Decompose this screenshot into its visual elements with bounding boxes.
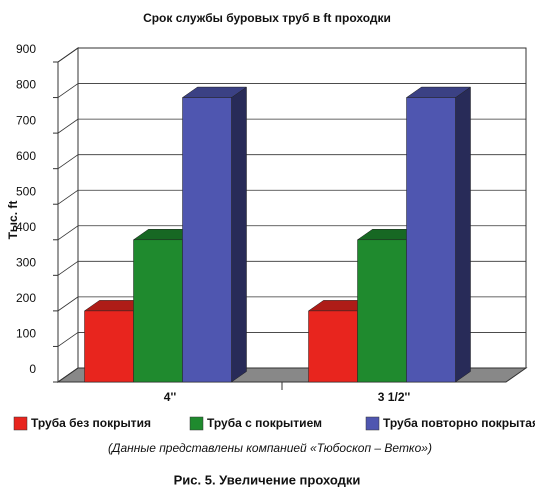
y-tick-label: 600 bbox=[16, 149, 36, 163]
grid-line-side bbox=[57, 332, 79, 347]
grid-line-side bbox=[57, 154, 79, 169]
grid-line-side bbox=[57, 47, 79, 63]
bar bbox=[357, 239, 407, 383]
y-tick-label: 0 bbox=[29, 362, 36, 376]
chart-title: Срок службы буровых труб в ft проходки bbox=[143, 11, 391, 25]
legend-swatch bbox=[13, 416, 28, 431]
legend-swatch bbox=[365, 416, 380, 431]
legend-label: Труба повторно покрытая bbox=[383, 416, 535, 430]
x-tick-label: 3 1/2'' bbox=[378, 390, 411, 404]
figure-caption: Рис. 5. Увеличение проходки bbox=[174, 472, 361, 487]
x-tick-label: 4'' bbox=[164, 390, 177, 404]
grid-line-side bbox=[57, 83, 79, 98]
grid-line-side bbox=[57, 261, 79, 276]
grid-line-side bbox=[57, 225, 79, 241]
legend-swatch bbox=[189, 416, 204, 431]
y-tick-label: 700 bbox=[16, 113, 36, 127]
grid-line-side bbox=[57, 118, 79, 134]
y-tick-label: 300 bbox=[16, 256, 36, 270]
y-tick-label: 100 bbox=[16, 327, 36, 341]
bar bbox=[308, 310, 358, 383]
y-tick-label: 900 bbox=[16, 42, 36, 56]
bar bbox=[84, 310, 134, 383]
bar-side bbox=[455, 86, 471, 383]
grid-line-side bbox=[57, 367, 79, 383]
y-tick-label: 800 bbox=[16, 78, 36, 92]
y-tick-label: 500 bbox=[16, 184, 36, 198]
grid-line-side bbox=[57, 296, 79, 312]
bar bbox=[406, 97, 456, 383]
y-tick-label: 400 bbox=[16, 220, 36, 234]
side-wall bbox=[57, 47, 79, 383]
legend-label: Труба без покрытия bbox=[31, 416, 151, 430]
bar-side bbox=[231, 86, 247, 383]
y-axis-label: Тыс. ft bbox=[6, 201, 20, 240]
source-note: (Данные представлены компанией «Тюбоскоп… bbox=[108, 441, 432, 455]
legend-label: Труба с покрытием bbox=[207, 416, 322, 430]
bar bbox=[182, 97, 232, 383]
y-tick-label: 200 bbox=[16, 291, 36, 305]
grid-line-side bbox=[57, 189, 79, 205]
bar bbox=[133, 239, 183, 383]
